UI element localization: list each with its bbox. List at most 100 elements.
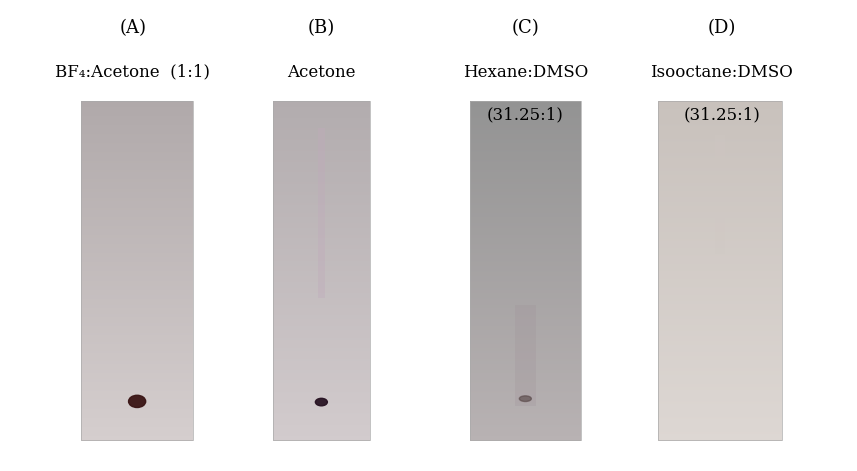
Bar	[273, 402, 370, 403]
Bar	[658, 307, 782, 309]
Bar	[658, 357, 782, 358]
Bar	[470, 211, 581, 212]
Bar	[470, 365, 581, 366]
Bar	[273, 387, 370, 389]
Bar	[81, 411, 193, 413]
Bar	[273, 198, 370, 200]
Bar	[470, 227, 581, 228]
Bar	[81, 221, 193, 222]
Bar	[273, 146, 370, 148]
Bar	[273, 352, 370, 354]
Bar	[658, 359, 782, 360]
Bar	[81, 288, 193, 289]
Bar	[658, 191, 782, 192]
Bar	[470, 403, 581, 405]
Bar	[273, 398, 370, 399]
Bar	[81, 227, 193, 228]
Bar	[81, 309, 193, 311]
Bar	[658, 439, 782, 441]
Bar	[658, 247, 782, 249]
Bar	[81, 228, 193, 229]
Bar	[470, 169, 581, 171]
Bar	[81, 410, 193, 411]
Bar	[273, 126, 370, 128]
Bar	[658, 136, 782, 138]
Bar	[273, 370, 370, 372]
Bar	[273, 260, 370, 262]
Bar	[81, 203, 193, 204]
Bar	[81, 432, 193, 434]
Bar	[81, 142, 193, 143]
Bar	[470, 317, 581, 318]
Bar	[81, 206, 193, 208]
Bar	[658, 170, 782, 171]
Bar	[81, 385, 193, 386]
Bar	[470, 326, 581, 328]
Bar	[658, 379, 782, 381]
Bar	[273, 361, 370, 363]
Bar	[470, 383, 581, 384]
Bar	[81, 374, 193, 375]
Bar	[273, 281, 370, 283]
Bar	[658, 384, 782, 385]
Bar	[81, 396, 193, 398]
Bar	[658, 436, 782, 437]
Bar	[658, 166, 782, 167]
Bar	[658, 209, 782, 210]
Bar	[470, 330, 581, 331]
Bar	[658, 134, 782, 136]
Bar	[81, 358, 193, 359]
Bar	[470, 401, 581, 402]
Bar	[273, 409, 370, 410]
Bar	[273, 378, 370, 380]
Bar	[658, 271, 782, 272]
Bar	[470, 361, 581, 363]
Bar	[273, 186, 370, 187]
Bar	[658, 167, 782, 168]
Bar	[81, 327, 193, 329]
Bar	[81, 154, 193, 156]
Bar	[273, 172, 370, 174]
Bar	[273, 196, 370, 198]
Bar	[470, 252, 581, 253]
Bar	[658, 232, 782, 234]
Bar	[273, 314, 370, 315]
Bar	[273, 430, 370, 431]
Bar	[81, 326, 193, 328]
Bar	[658, 352, 782, 354]
Bar	[470, 396, 581, 398]
Bar	[470, 196, 581, 198]
Bar	[273, 268, 370, 269]
Bar	[470, 187, 581, 188]
Bar	[658, 281, 782, 283]
Bar	[273, 344, 370, 346]
Bar	[81, 362, 193, 364]
Bar	[81, 172, 193, 174]
Bar	[658, 242, 782, 243]
Bar	[273, 112, 370, 113]
Bar	[470, 221, 581, 222]
Ellipse shape	[519, 396, 531, 401]
Bar	[658, 335, 782, 337]
Bar	[658, 417, 782, 418]
Bar	[81, 376, 193, 377]
Bar	[273, 118, 370, 120]
Bar	[273, 342, 370, 343]
Bar	[81, 328, 193, 330]
Bar	[81, 350, 193, 351]
Bar	[81, 428, 193, 430]
Bar	[470, 344, 581, 346]
Bar	[470, 158, 581, 159]
Bar	[273, 202, 370, 203]
Bar	[273, 135, 370, 137]
Bar	[658, 228, 782, 229]
Bar	[470, 209, 581, 210]
Bar	[273, 385, 370, 386]
Bar	[658, 290, 782, 292]
Bar	[273, 279, 370, 280]
Bar	[81, 330, 193, 331]
Bar	[470, 300, 581, 301]
Bar	[658, 374, 782, 375]
Bar	[273, 105, 370, 106]
Bar	[81, 356, 193, 357]
